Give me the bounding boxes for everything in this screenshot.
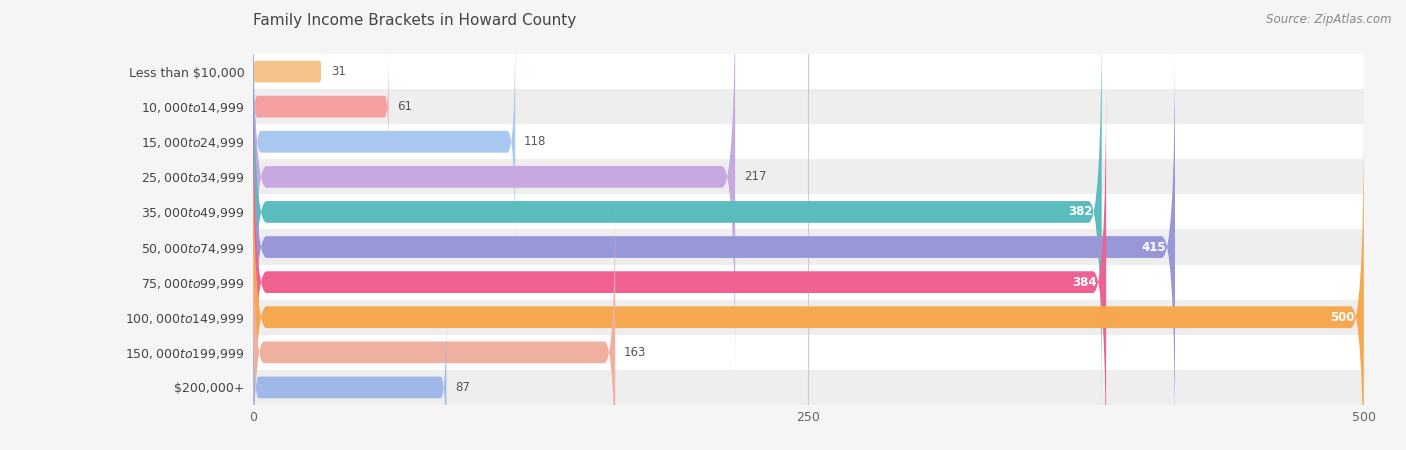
FancyBboxPatch shape (253, 307, 446, 450)
Text: 382: 382 (1069, 206, 1092, 218)
Bar (253, 230, 1364, 265)
FancyBboxPatch shape (253, 50, 322, 93)
Text: 500: 500 (1330, 311, 1355, 324)
FancyBboxPatch shape (253, 47, 1175, 447)
Bar (253, 265, 1364, 300)
Bar (253, 194, 1364, 230)
FancyBboxPatch shape (253, 82, 1107, 450)
Text: Source: ZipAtlas.com: Source: ZipAtlas.com (1267, 14, 1392, 27)
FancyBboxPatch shape (253, 28, 515, 255)
Bar (253, 54, 1364, 89)
FancyBboxPatch shape (253, 117, 1364, 450)
Text: 415: 415 (1142, 241, 1166, 253)
FancyBboxPatch shape (253, 53, 388, 160)
Bar (253, 370, 1364, 405)
Text: 118: 118 (524, 135, 547, 148)
Text: 87: 87 (456, 381, 470, 394)
Text: 31: 31 (330, 65, 346, 78)
Bar (253, 124, 1364, 159)
Text: Family Income Brackets in Howard County: Family Income Brackets in Howard County (253, 14, 576, 28)
Text: 163: 163 (624, 346, 647, 359)
Text: 217: 217 (744, 171, 766, 183)
Text: 384: 384 (1073, 276, 1097, 288)
FancyBboxPatch shape (253, 0, 735, 377)
Text: 61: 61 (398, 100, 412, 113)
Bar (253, 89, 1364, 124)
FancyBboxPatch shape (253, 192, 616, 450)
Bar (253, 300, 1364, 335)
Bar (253, 159, 1364, 194)
FancyBboxPatch shape (253, 12, 1102, 412)
Bar (253, 335, 1364, 370)
